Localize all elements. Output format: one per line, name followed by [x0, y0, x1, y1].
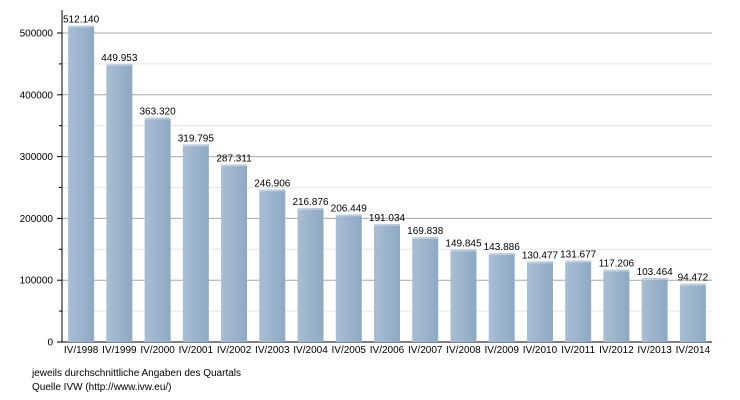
- bar-highlight: [106, 63, 133, 66]
- y-tick-label: 0: [47, 338, 53, 349]
- bar: [374, 223, 400, 342]
- y-tick-label: 400000: [20, 90, 54, 101]
- data-label: 169.838: [407, 226, 444, 237]
- bar-highlight: [182, 144, 209, 147]
- data-label: 143.886: [484, 242, 521, 253]
- bar-highlight: [374, 223, 400, 226]
- bar-highlight: [259, 189, 286, 192]
- bar: [565, 260, 592, 342]
- bar: [106, 63, 133, 342]
- x-tick-label: IV/2003: [255, 345, 290, 356]
- y-tick-label: 500000: [20, 29, 54, 40]
- bar: [641, 278, 668, 342]
- x-tick-label: IV/1999: [102, 345, 137, 356]
- x-tick-label: IV/2004: [293, 345, 328, 356]
- y-tick-label: 100000: [20, 276, 54, 287]
- bar: [526, 261, 553, 342]
- footnote-line-1: jeweils durchschnittliche Angaben des Qu…: [32, 368, 242, 379]
- bar-highlight: [450, 249, 477, 252]
- data-label: 149.845: [445, 238, 482, 249]
- y-tick-label: 300000: [20, 152, 54, 163]
- data-label: 131.677: [560, 250, 597, 261]
- bar-highlight: [68, 25, 95, 28]
- x-tick-label: IV/2006: [370, 345, 405, 356]
- x-tick-label: IV/2000: [140, 345, 175, 356]
- data-label: 117.206: [599, 259, 635, 270]
- x-tick-label: IV/2013: [637, 345, 672, 356]
- data-label: 191.034: [369, 213, 406, 224]
- data-label: 449.953: [101, 53, 138, 64]
- bar: [68, 25, 95, 343]
- bar-highlight: [679, 283, 706, 286]
- data-label: 206.449: [331, 203, 368, 214]
- data-label: 512.140: [63, 14, 100, 25]
- data-label: 216.876: [292, 197, 329, 208]
- data-label: 130.477: [522, 250, 559, 261]
- bar: [182, 144, 209, 342]
- bar-highlight: [488, 253, 515, 256]
- x-tick-label: IV/2014: [676, 345, 711, 356]
- bar-highlight: [526, 261, 553, 264]
- x-tick-label: IV/2005: [332, 345, 367, 356]
- bar: [679, 283, 706, 342]
- bar-highlight: [641, 278, 668, 281]
- bar: [412, 237, 439, 342]
- bar-chart: 0 100000 200000 300000 400000 500000 512.140 IV…: [20, 10, 712, 356]
- bar-highlight: [412, 237, 439, 240]
- x-tick-label: IV/2001: [179, 345, 214, 356]
- x-tick-label: IV/2002: [217, 345, 252, 356]
- x-tick-label: IV/2007: [408, 345, 443, 356]
- data-label: 246.906: [254, 178, 291, 189]
- data-label: 287.311: [216, 153, 252, 164]
- x-tick-label: IV/2010: [523, 345, 558, 356]
- x-tick-label: IV/2009: [484, 345, 519, 356]
- bar-highlight: [144, 117, 171, 120]
- data-label: 94.472: [678, 273, 709, 284]
- x-tick-label: IV/2011: [561, 345, 595, 356]
- bar: [603, 269, 630, 342]
- data-label: 319.795: [178, 133, 215, 144]
- bar: [450, 249, 477, 342]
- bar-highlight: [603, 269, 630, 272]
- x-tick-label: IV/2012: [599, 345, 634, 356]
- bar: [488, 253, 515, 342]
- data-label: 363.320: [140, 106, 177, 117]
- bar-highlight: [297, 207, 324, 210]
- bar-highlight: [221, 164, 248, 167]
- y-tick-label: 200000: [20, 214, 54, 225]
- bar: [297, 207, 324, 342]
- x-tick-label: IV/2008: [446, 345, 481, 356]
- bar-highlight: [565, 260, 592, 263]
- x-tick-label: IV/1998: [64, 345, 99, 356]
- data-label: 103.464: [637, 267, 674, 278]
- bar: [221, 164, 248, 342]
- bar-highlight: [335, 214, 362, 217]
- bar: [259, 189, 286, 342]
- footnote-line-2: Quelle IVW (http://www.ivw.eu/): [32, 382, 172, 393]
- bar: [144, 117, 171, 343]
- bar: [335, 214, 362, 342]
